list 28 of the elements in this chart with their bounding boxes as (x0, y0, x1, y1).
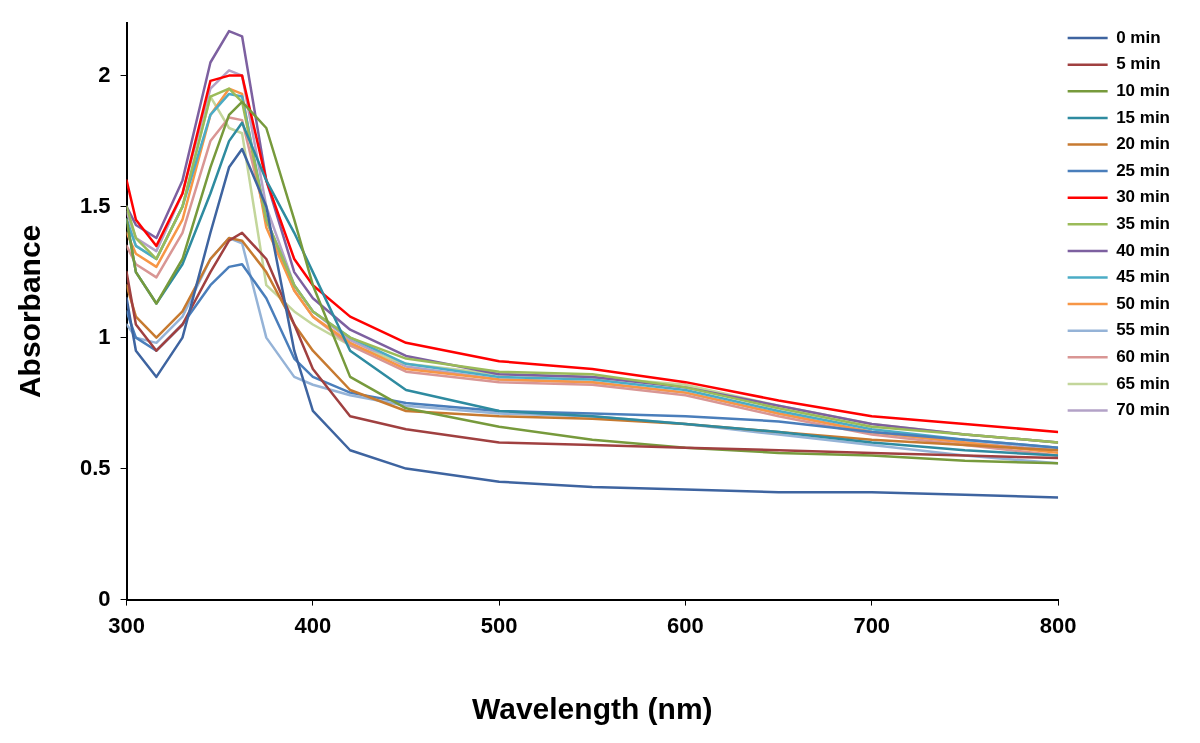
legend-label: 40 min (1116, 240, 1170, 260)
legend-label: 45 min (1116, 267, 1170, 287)
x-tick-label: 700 (853, 612, 891, 638)
legend-label: 60 min (1116, 346, 1170, 366)
legend-label: 30 min (1116, 187, 1170, 207)
y-tick-label: 0 (98, 585, 111, 611)
legend-label: 35 min (1116, 213, 1170, 233)
legend-label: 55 min (1116, 320, 1170, 340)
legend-label: 15 min (1116, 107, 1170, 127)
legend-label: 70 min (1116, 400, 1170, 420)
legend-label: 25 min (1116, 160, 1170, 180)
legend-label: 10 min (1116, 80, 1170, 100)
x-tick-label: 400 (294, 612, 332, 638)
x-tick-label: 300 (108, 612, 145, 638)
y-axis-title: Absorbance (13, 224, 47, 399)
legend-label: 0 min (1116, 27, 1161, 47)
y-tick-label: 1.5 (79, 192, 111, 218)
y-tick-label: 0.5 (79, 454, 111, 480)
y-tick-label: 2 (98, 61, 111, 87)
x-tick-label: 600 (667, 612, 704, 638)
y-tick-label: 1 (98, 323, 111, 349)
legend-label: 20 min (1116, 134, 1170, 154)
x-tick-label: 500 (480, 612, 518, 638)
legend-label: 5 min (1116, 54, 1161, 74)
x-tick-label: 800 (1039, 612, 1077, 638)
x-axis-title: Wavelength (nm) (472, 692, 713, 726)
legend-label: 50 min (1116, 293, 1170, 313)
legend-label: 65 min (1116, 373, 1170, 393)
